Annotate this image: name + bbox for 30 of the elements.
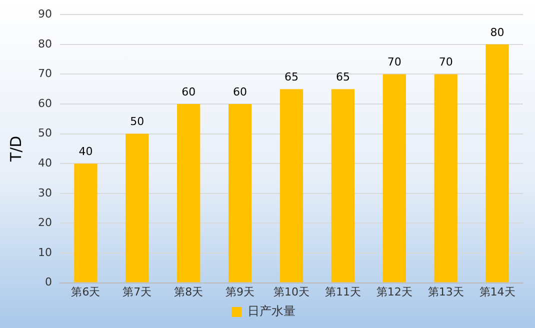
y-tick-label: 70 (38, 67, 52, 80)
y-tick-label: 10 (38, 246, 52, 259)
data-label: 50 (130, 115, 144, 128)
x-tick-label: 第8天 (174, 285, 204, 298)
x-tick-label: 第9天 (226, 285, 255, 298)
data-label: 70 (387, 56, 402, 69)
x-tick-label: 第11天 (324, 285, 361, 298)
data-label: 60 (182, 85, 196, 98)
y-tick-label: 50 (38, 126, 52, 140)
x-tick-label: 第6天 (71, 285, 100, 298)
data-label: 65 (284, 70, 298, 84)
x-tick-label: 第13天 (428, 285, 464, 298)
y-tick-label: 30 (38, 186, 52, 200)
data-label: 65 (336, 70, 350, 84)
y-tick-label: 60 (38, 96, 52, 110)
x-tick-label: 第10天 (274, 285, 310, 298)
y-tick-label: 0 (44, 276, 52, 289)
data-label: 60 (233, 85, 248, 98)
y-tick-label: 90 (38, 7, 52, 20)
legend-label: 日产水量 (248, 304, 296, 318)
y-tick-label: 40 (38, 156, 52, 170)
data-label: 80 (490, 26, 504, 39)
x-tick-label: 第12天 (376, 285, 412, 298)
y-axis-title: T/D (6, 136, 25, 163)
x-tick-label: 第7天 (122, 285, 152, 298)
data-label: 40 (78, 144, 93, 158)
data-label: 70 (438, 56, 453, 69)
y-tick-label: 80 (38, 37, 52, 50)
y-tick-label: 20 (38, 216, 52, 230)
x-tick-label: 第14天 (479, 285, 516, 298)
